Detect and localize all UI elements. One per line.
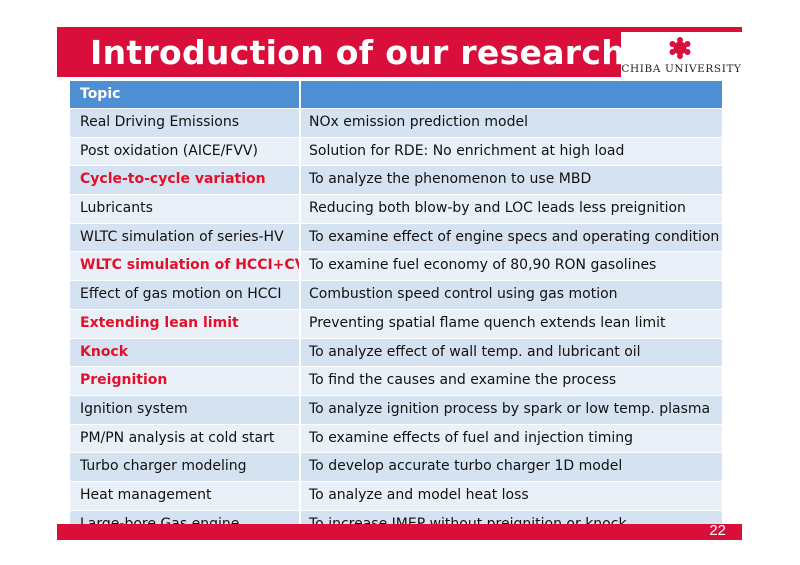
row-description: To develop accurate turbo charger 1D mod… [301,453,722,481]
row-description: To analyze and model heat loss [301,481,722,510]
row-topic: Turbo charger modeling [70,453,299,481]
table-header: Topic [70,81,722,108]
row-description: To examine effects of fuel and injection… [301,424,722,453]
row-topic: Real Driving Emissions [70,109,299,137]
table-row: WLTC simulation of HCCI+CVT To examine fu… [70,251,722,281]
row-description: To analyze ignition process by spark or … [301,395,722,424]
row-description: To analyze effect of wall temp. and lubr… [301,338,722,367]
table-row: PM/PN analysis at cold start To examine e… [70,423,722,453]
table-row: Effect of gas motion on HCCI Combustion s… [70,280,722,309]
table-row: Real Driving Emissions NOx emission predi… [70,108,722,137]
row-topic: Post oxidation (AICE/FVV) [70,137,299,166]
row-topic: Heat management [70,481,299,510]
row-description: NOx emission prediction model [301,109,722,137]
footer-bar [57,524,742,540]
table-row: Turbo charger modeling To develop accurat… [70,452,722,481]
row-topic: Cycle-to-cycle variation [70,166,299,195]
table-row: Cycle-to-cycle variation To analyze the p… [70,165,722,195]
table-row: Ignition system To analyze ignition proce… [70,394,722,424]
header-topic: Topic [70,81,299,108]
row-topic: Lubricants [70,195,299,223]
row-description: Combustion speed control using gas motio… [301,281,722,309]
row-topic: WLTC simulation of series-HV [70,223,299,252]
row-description: To examine fuel economy of 80,90 RON gas… [301,252,722,281]
page-number: 22 [709,522,726,539]
row-topic: Knock [70,338,299,367]
row-description: Reducing both blow-by and LOC leads less… [301,195,722,223]
row-description: To examine effect of engine specs and op… [301,223,722,252]
table-row: WLTC simulation of series-HV To examine e… [70,222,722,252]
table-row: Post oxidation (AICE/FVV) Solution for RD… [70,136,722,166]
table-row: Preignition To find the causes and examin… [70,366,722,395]
table-row: Heat management To analyze and model heat… [70,480,722,510]
row-topic: Extending lean limit [70,309,299,338]
table-row: Extending lean limit Preventing spatial f… [70,308,722,338]
slide-title: Introduction of our research [90,33,626,72]
header-description [301,81,722,108]
row-description: To find the causes and examine the proce… [301,367,722,395]
row-description: To analyze the phenomenon to use MBD [301,166,722,195]
row-description: Solution for RDE: No enrichment at high … [301,137,722,166]
row-topic: WLTC simulation of HCCI+CVT [70,252,299,281]
chiba-flower-icon [669,37,691,59]
row-topic: Ignition system [70,395,299,424]
row-topic: Effect of gas motion on HCCI [70,281,299,309]
row-topic: Preignition [70,367,299,395]
table-row: Lubricants Reducing both blow-by and LOC … [70,194,722,223]
table-row: Knock To analyze effect of wall temp. and… [70,337,722,367]
logo-text: CHIBA UNIVERSITY [621,63,742,75]
row-description: Preventing spatial flame quench extends … [301,309,722,338]
row-topic: PM/PN analysis at cold start [70,424,299,453]
university-logo: CHIBA UNIVERSITY [621,32,742,78]
research-table: Topic Real Driving Emissions NOx emission… [70,81,722,539]
